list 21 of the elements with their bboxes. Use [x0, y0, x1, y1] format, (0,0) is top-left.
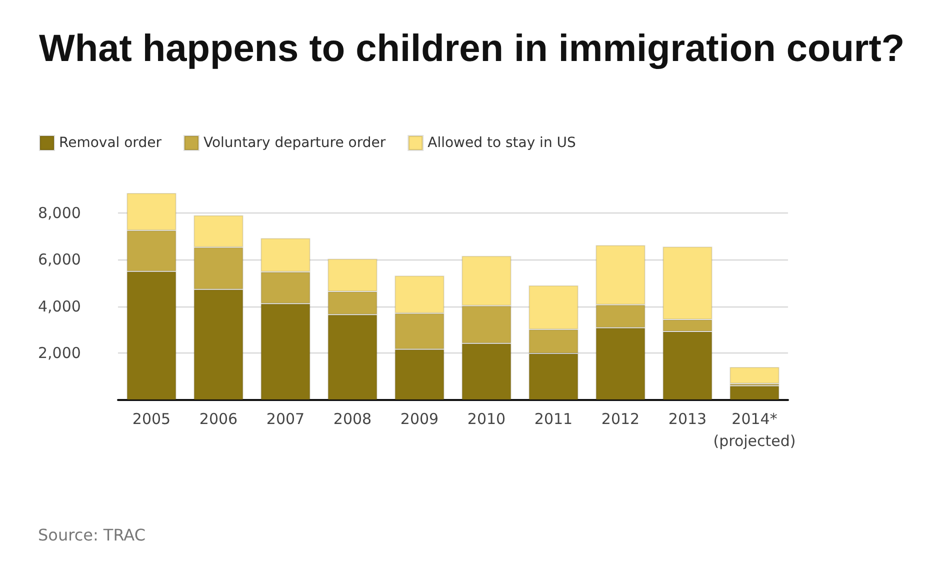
- x-tick-label: 2013: [668, 410, 707, 428]
- x-tick-label: 2012: [601, 410, 640, 428]
- legend-label: Voluntary departure order: [203, 135, 386, 151]
- x-tick-label: 2014* (projected): [713, 410, 796, 450]
- bar: [730, 367, 780, 384]
- x-tick-label: 2006: [199, 410, 238, 428]
- x-tick-label: 2011: [534, 410, 573, 428]
- x-tick-label: 2009: [400, 410, 439, 428]
- legend-label: Removal order: [59, 135, 162, 151]
- legend-label: Allowed to stay in US: [428, 135, 576, 151]
- y-tick-label: 4,000: [38, 297, 81, 316]
- x-tick-label: 2005: [132, 410, 171, 428]
- x-tick-label: 2007: [266, 410, 305, 428]
- x-tick-label: 2010: [467, 410, 506, 428]
- source-note: Source: TRAC: [38, 526, 146, 544]
- chart-title: What happens to children in immigration court?: [39, 28, 905, 70]
- y-tick-label: 2,000: [38, 344, 81, 362]
- bar: [730, 386, 780, 400]
- y-tick-label: 6,000: [38, 250, 81, 269]
- x-tick-label: 2008: [333, 410, 372, 428]
- y-tick-label: 8,000: [38, 204, 81, 222]
